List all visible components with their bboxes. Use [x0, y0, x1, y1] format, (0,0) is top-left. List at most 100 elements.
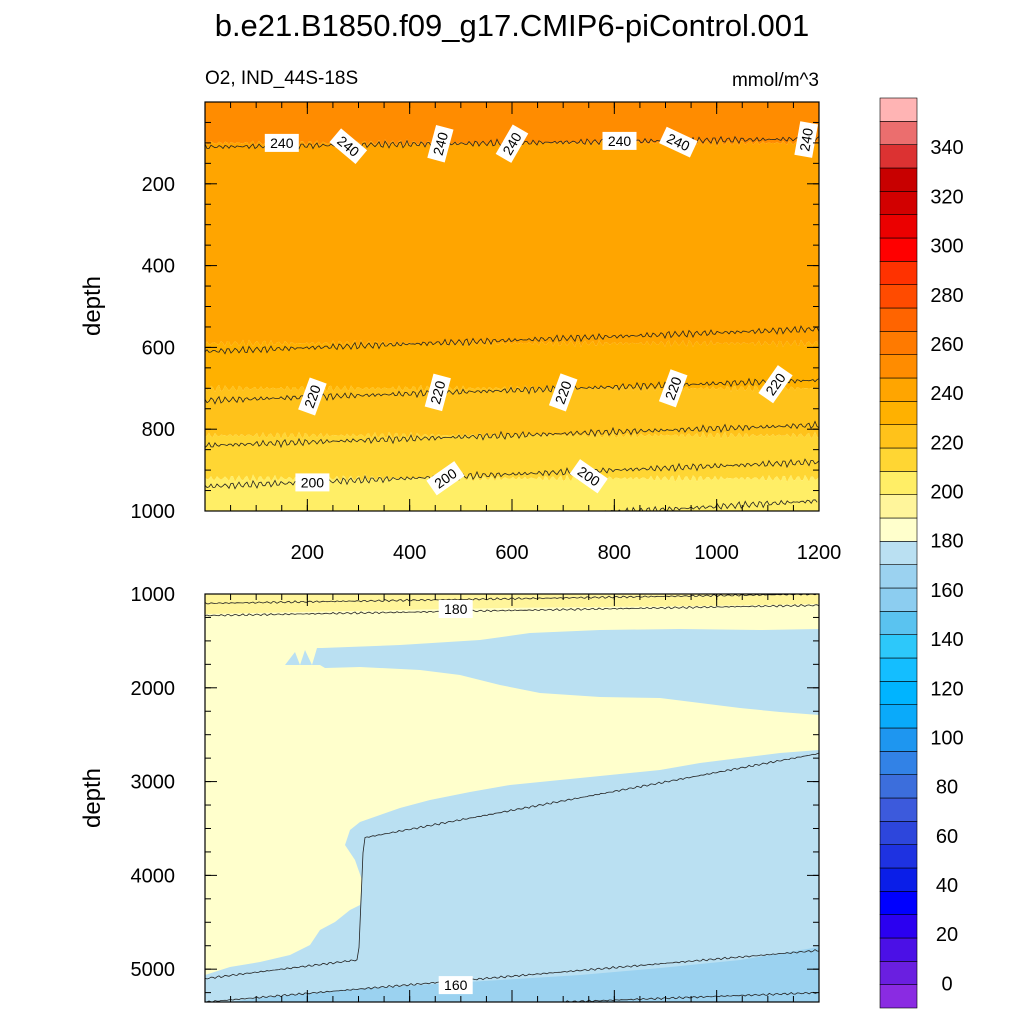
- colorbar-swatch: [879, 237, 918, 262]
- colorbar-swatch: [879, 401, 918, 425]
- x-tick-label: 1000: [694, 542, 739, 564]
- colorbar-swatch: [879, 307, 918, 332]
- colorbar-swatch: [879, 564, 918, 589]
- contour-label-box: [438, 600, 473, 618]
- contour-label-text: 240: [608, 133, 632, 149]
- colorbar-swatch: [879, 961, 918, 985]
- colorbar-swatch: [879, 191, 918, 215]
- x-tick-label: 800: [598, 542, 631, 564]
- colorbar-swatch: [879, 97, 918, 122]
- contour-label-box: [298, 377, 327, 416]
- colorbar-tick-labels: 0 20 40 60 80 100 120 140 160 180 200 220 240 260 280 3…: [930, 137, 963, 995]
- colorbar-swatch: [879, 587, 918, 612]
- contour-label-box: [569, 459, 608, 494]
- upper-y-axis: 200 400 600 800 1000: [131, 101, 819, 523]
- colorbar-swatch: [879, 494, 918, 519]
- colorbar-swatch: [879, 867, 918, 892]
- colorbar-tick-label: 220: [930, 432, 963, 454]
- contour-line-180: [205, 604, 819, 617]
- contour-label-text: 200: [301, 474, 325, 490]
- colorbar-tick-label: 20: [936, 924, 958, 946]
- contour-label: 240: [602, 131, 637, 150]
- colorbar-swatch: [879, 284, 918, 309]
- contour-line-170: [205, 752, 819, 980]
- colorbar-swatch: [879, 424, 918, 449]
- colorbar-swatch: [879, 354, 918, 379]
- colorbar-swatch: [879, 167, 918, 192]
- colorbar-swatch: [879, 121, 918, 145]
- y-tick-label: 4000: [131, 865, 176, 887]
- contour-label: 240: [264, 133, 299, 152]
- contour-label-box: [495, 124, 529, 163]
- colorbar-tick-label: 140: [930, 629, 963, 651]
- colorbar-tick-label: 180: [930, 531, 963, 553]
- fill-band-190-200: [205, 474, 819, 511]
- contour-label-text: 220: [301, 383, 324, 411]
- colorbar-tick-label: 80: [936, 777, 958, 799]
- colorbar-swatch: [879, 844, 918, 869]
- contour-label: 240: [427, 124, 454, 163]
- colorbar-swatch: [879, 774, 918, 799]
- x-tick-label: 200: [291, 542, 324, 564]
- contour-label: 220: [424, 373, 451, 412]
- colorbar-swatch: [879, 657, 918, 682]
- upper-y-axis-title: depth: [79, 276, 106, 336]
- contour-line-230: [205, 325, 819, 355]
- colorbar-tick-label: 320: [930, 186, 963, 208]
- contour-label-text: 160: [444, 977, 468, 993]
- colorbar-swatch: [879, 634, 918, 659]
- contour-label-box: [659, 126, 698, 158]
- fill-band-220-230: [205, 339, 819, 393]
- y-tick-label: 600: [142, 337, 175, 359]
- contour-line-210: [205, 420, 819, 449]
- contour-label-box: [427, 124, 454, 163]
- lower-fill-regions: [205, 594, 819, 1002]
- colorbar-tick-label: 340: [930, 137, 963, 159]
- y-tick-label: 400: [142, 256, 175, 278]
- contour-label: 220: [548, 373, 578, 412]
- colorbar-tick-label: 60: [936, 826, 958, 848]
- variable-label: O2, IND_44S-18S: [205, 68, 358, 89]
- y-tick-label: 2000: [131, 678, 176, 700]
- colorbar-swatch: [879, 611, 918, 635]
- colorbar-swatch: [879, 821, 918, 845]
- colorbar-swatch: [879, 541, 918, 565]
- fill-band-blue-tongue: [285, 629, 819, 715]
- colorbar-tick-label: 100: [930, 728, 963, 750]
- fill-band-210-220: [205, 384, 819, 440]
- y-tick-label: 800: [142, 419, 175, 441]
- chart-title: b.e21.B1850.f09_g17.CMIP6-piControl.001: [215, 8, 810, 43]
- contour-label-box: [758, 365, 793, 404]
- y-tick-label: 3000: [131, 772, 176, 794]
- contour-label: 220: [658, 369, 688, 408]
- contour-label-box: [264, 133, 299, 152]
- colorbar: [879, 97, 918, 1009]
- contour-label-box: [548, 373, 578, 412]
- lower-contour-labels: 180 160: [438, 600, 473, 995]
- contour-label-box: [329, 128, 368, 165]
- colorbar-tick-label: 120: [930, 678, 963, 700]
- units-label: mmol/m^3: [732, 70, 819, 91]
- contour-label-box: [658, 369, 688, 408]
- contour-label: 180: [438, 600, 473, 618]
- lower-panel: 180 160 1000 2000 3000 4000 5000 depth: [79, 584, 820, 1003]
- x-tick-label: 1200: [797, 542, 842, 564]
- contour-label-text: 240: [430, 130, 452, 157]
- colorbar-swatch: [879, 704, 918, 729]
- contour-label: 200: [295, 473, 330, 492]
- y-tick-label: 1000: [131, 501, 176, 523]
- contour-label-box: [295, 473, 330, 492]
- colorbar-swatch: [879, 984, 918, 1009]
- upper-fill-bands: [205, 102, 819, 511]
- y-tick-label: 1000: [131, 584, 176, 606]
- contour-label-text: 220: [427, 379, 449, 406]
- colorbar-tick-label: 260: [930, 334, 963, 356]
- colorbar-tick-label: 0: [941, 973, 952, 995]
- fill-band-200-210: [205, 431, 819, 483]
- contour-label-box: [426, 461, 465, 496]
- contour-label-text: 220: [662, 374, 685, 402]
- colorbar-swatch: [879, 261, 918, 285]
- colorbar-swatch: [879, 214, 918, 239]
